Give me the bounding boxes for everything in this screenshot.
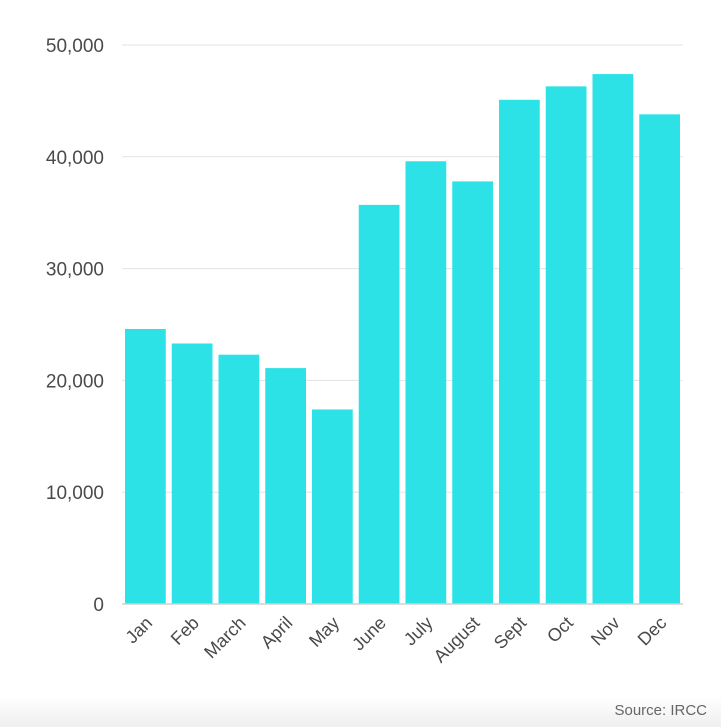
y-tick-label: 0 [93, 595, 104, 616]
x-tick-label: Feb [167, 613, 203, 649]
bar [405, 161, 447, 604]
x-tick-label: July [400, 613, 437, 650]
bar [218, 354, 260, 604]
source-note: Source: IRCC [614, 702, 707, 719]
x-tick-label: Sept [490, 613, 530, 653]
bar [545, 86, 587, 605]
y-tick-label: 40,000 [46, 148, 104, 169]
x-tick-label: Nov [587, 613, 624, 650]
y-tick-label: 30,000 [46, 260, 104, 281]
bar [265, 368, 306, 604]
x-tick-label: May [305, 613, 343, 651]
bar [499, 99, 540, 605]
x-tick-label: April [257, 613, 297, 653]
bar-chart: 0 10,000 20,000 30,000 40,000 50,000 Jan FebMar… [46, 36, 683, 667]
bar [639, 114, 680, 604]
x-tick-label: March [200, 613, 250, 663]
x-tick-label: Jan [122, 613, 157, 648]
x-tick-label: Oct [543, 613, 577, 647]
y-tick-label: 10,000 [46, 483, 104, 504]
y-tick-label: 50,000 [46, 36, 104, 57]
bar [312, 409, 353, 604]
bar [592, 74, 634, 605]
x-tick-label: Dec [634, 613, 671, 650]
x-tick-label: June [348, 613, 390, 655]
bar [452, 181, 493, 604]
bar [125, 328, 166, 604]
bar [171, 343, 213, 604]
footer-band [0, 696, 721, 727]
x-tick-label: August [430, 613, 484, 667]
bar [358, 204, 400, 604]
y-tick-label: 20,000 [46, 371, 104, 392]
